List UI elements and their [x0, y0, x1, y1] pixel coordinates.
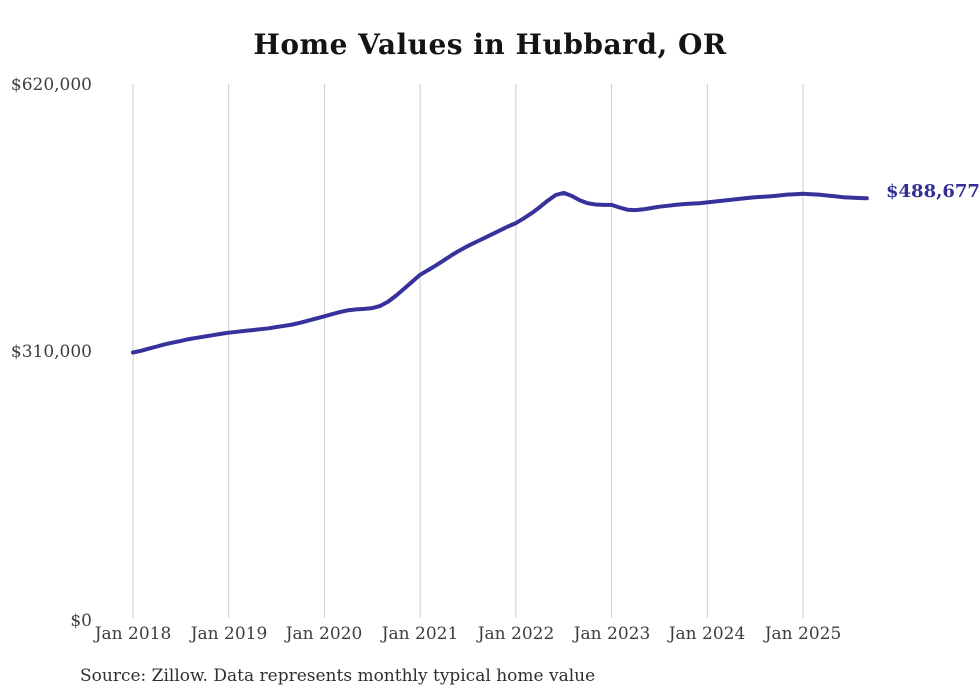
x-axis-tick-label: Jan 2023 [573, 624, 651, 644]
y-axis-tick-label: $620,000 [10, 75, 92, 95]
y-axis-tick-label: $310,000 [10, 342, 92, 362]
x-axis-tick-label: Jan 2021 [381, 624, 459, 644]
y-axis-tick-label: $0 [70, 611, 92, 631]
x-axis-tick-label: Jan 2025 [764, 624, 842, 644]
x-axis-tick-label: Jan 2022 [477, 624, 555, 644]
chart-title: Home Values in Hubbard, OR [253, 28, 727, 61]
x-axis-tick-label: Jan 2018 [94, 624, 172, 644]
value-line [131, 190, 869, 355]
current-value-label: $488,677 [886, 181, 980, 202]
x-axis-tick-label: Jan 2024 [668, 624, 746, 644]
x-axis-tick-label: Jan 2020 [285, 624, 363, 644]
x-axis-tick-label: Jan 2019 [190, 624, 268, 644]
source-note: Source: Zillow. Data represents monthly … [80, 666, 596, 686]
